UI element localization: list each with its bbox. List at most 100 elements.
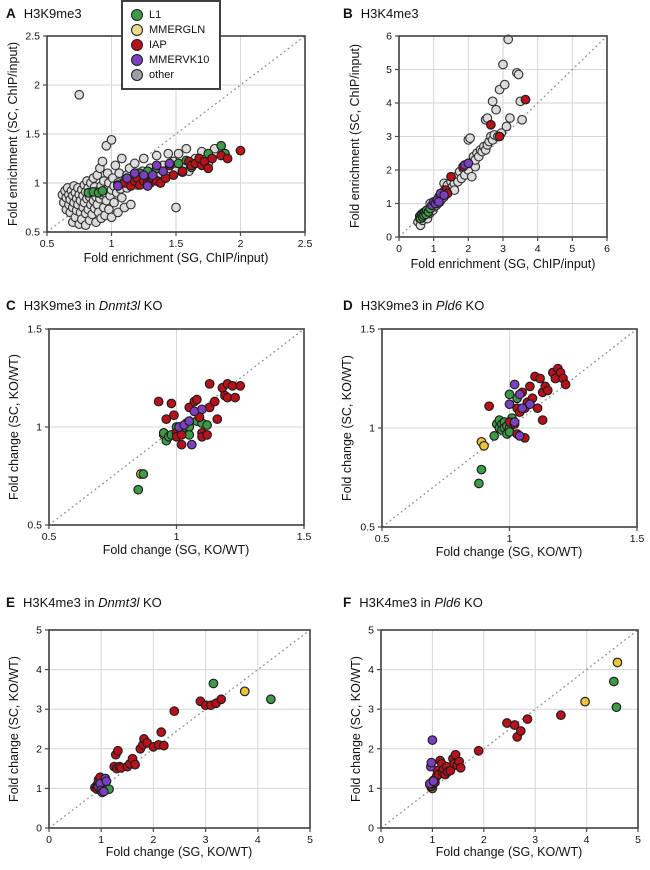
- svg-text:1: 1: [36, 422, 42, 434]
- svg-text:4: 4: [368, 664, 374, 676]
- svg-text:3: 3: [500, 243, 506, 255]
- svg-text:1.5: 1.5: [169, 238, 184, 250]
- svg-text:0: 0: [396, 243, 402, 255]
- legend-item-iap: IAP: [131, 37, 209, 52]
- panel-f-title-gene: Pld6: [434, 595, 461, 610]
- panel-b-heading: H3K4me3: [361, 6, 419, 21]
- svg-text:4: 4: [386, 98, 392, 110]
- panel-c-title-suffix: KO: [140, 298, 163, 313]
- panel-f-plot: 0 1 2 3 4 5 0 1 2 3 4 5: [368, 625, 641, 847]
- svg-text:1.5: 1.5: [25, 129, 40, 141]
- legend-item-other: other: [131, 67, 209, 82]
- panel-a-title: A H3K9me3: [6, 6, 82, 21]
- legend-label: MMERGLN: [149, 23, 206, 36]
- svg-text:0.5: 0.5: [27, 520, 42, 532]
- panel-b-letter: B: [343, 6, 353, 21]
- panel-f-title-prefix: H3K4me3 in: [359, 595, 435, 610]
- panel-d-title-gene: Pld6: [435, 298, 462, 313]
- panel-f-heading: H3K4me3 in Pld6 KO: [359, 595, 483, 610]
- svg-text:1.5: 1.5: [360, 324, 375, 336]
- panel-d-title: D H3K9me3 in Pld6 KO: [343, 298, 484, 313]
- svg-text:0: 0: [378, 834, 384, 846]
- legend-label: L1: [149, 8, 162, 21]
- svg-text:0: 0: [368, 823, 374, 835]
- svg-text:0.5: 0.5: [360, 522, 375, 534]
- legend-item-l1: L1: [131, 7, 209, 22]
- svg-text:3: 3: [36, 704, 42, 716]
- panel-b-plot: 0 1 2 3 4 5 6 0 1 2 3 4 5 6: [386, 31, 610, 256]
- panel-e-title-gene: Dnmt3l: [98, 595, 140, 610]
- panel-a-title-prefix: H3K9me3: [23, 6, 82, 21]
- svg-text:1: 1: [369, 423, 375, 435]
- panel-c-xlabel: Fold change (SG, KO/WT): [102, 543, 250, 557]
- svg-text:1: 1: [507, 533, 513, 545]
- svg-text:6: 6: [386, 31, 392, 43]
- panel-e-title-prefix: H3K4me3 in: [23, 595, 99, 610]
- panel-d-xlabel: Fold change (SG, KO/WT): [435, 545, 583, 559]
- legend-label: MMERVK10: [149, 53, 210, 66]
- panel-d-title-prefix: H3K9me3 in: [360, 298, 436, 313]
- other-swatch-icon: [131, 68, 143, 81]
- panel-e-plot: 0 1 2 3 4 5 0 1 2 3 4 5: [36, 625, 313, 847]
- panel-f-letter: F: [343, 595, 352, 610]
- panel-d-heading: H3K9me3 in Pld6 KO: [361, 298, 485, 313]
- panel-b-title-prefix: H3K4me3: [360, 6, 419, 21]
- legend-item-mmergln: MMERGLN: [131, 22, 209, 37]
- panel-e-title-suffix: KO: [139, 595, 162, 610]
- svg-text:4: 4: [535, 243, 541, 255]
- svg-text:1.5: 1.5: [297, 531, 312, 543]
- svg-text:4: 4: [584, 834, 590, 846]
- svg-text:5: 5: [368, 625, 374, 637]
- panel-f-title-suffix: KO: [460, 595, 483, 610]
- svg-text:2: 2: [238, 238, 244, 250]
- svg-text:3: 3: [532, 834, 538, 846]
- panel-b-ylabel: Fold enrichment (SC, ChIP/input): [348, 43, 362, 229]
- svg-text:1: 1: [174, 531, 180, 543]
- panel-f-xlabel: Fold change (SG, KO/WT): [435, 845, 583, 859]
- svg-text:0.5: 0.5: [25, 227, 40, 239]
- svg-text:2: 2: [150, 834, 156, 846]
- panel-d-plot: 0.5 1 1.5 0.5 1 1.5: [360, 324, 644, 546]
- svg-text:2: 2: [34, 80, 40, 92]
- svg-text:1: 1: [109, 238, 115, 250]
- iap-swatch-icon: [131, 38, 143, 51]
- svg-text:2: 2: [386, 165, 392, 177]
- panel-b-xlabel: Fold enrichment (SG, ChIP/input): [410, 257, 596, 271]
- legend: L1 MMERGLN IAP MMERVK10 other: [121, 0, 222, 90]
- svg-text:1: 1: [98, 834, 104, 846]
- svg-text:2: 2: [465, 243, 471, 255]
- svg-text:2: 2: [368, 743, 374, 755]
- panel-f-title: F H3K4me3 in Pld6 KO: [343, 595, 483, 610]
- svg-text:2.5: 2.5: [25, 31, 40, 43]
- panel-b-title: B H3K4me3: [343, 6, 419, 21]
- panel-e-letter: E: [6, 595, 16, 610]
- panel-e-title: E H3K4me3 in Dnmt3l KO: [6, 595, 162, 610]
- svg-text:3: 3: [386, 131, 392, 143]
- panel-a-heading: H3K9me3: [24, 6, 82, 21]
- panel-c-title-prefix: H3K9me3 in: [23, 298, 99, 313]
- svg-text:3: 3: [368, 704, 374, 716]
- svg-text:2.5: 2.5: [298, 238, 313, 250]
- svg-text:1: 1: [34, 178, 40, 190]
- legend-label: other: [149, 68, 175, 81]
- panel-c-letter: C: [6, 298, 16, 313]
- panel-c-title: C H3K9me3 in Dnmt3l KO: [6, 298, 163, 313]
- svg-text:1: 1: [368, 783, 374, 795]
- svg-text:0.5: 0.5: [42, 531, 57, 543]
- svg-text:0: 0: [36, 823, 42, 835]
- svg-text:5: 5: [569, 243, 575, 255]
- svg-text:1: 1: [386, 198, 392, 210]
- svg-text:0.5: 0.5: [375, 533, 390, 545]
- panel-d-letter: D: [343, 298, 353, 313]
- svg-text:1: 1: [429, 834, 435, 846]
- svg-text:0.5: 0.5: [40, 238, 55, 250]
- panel-a-letter: A: [6, 6, 16, 21]
- panel-c-plot: 0.5 1 1.5 0.5 1 1.5: [27, 324, 312, 544]
- svg-text:0: 0: [46, 834, 52, 846]
- svg-text:1: 1: [36, 783, 42, 795]
- svg-text:6: 6: [604, 243, 610, 255]
- svg-text:3: 3: [203, 834, 209, 846]
- panel-a-xlabel: Fold enrichment (SG, ChIP/input): [83, 251, 269, 265]
- svg-text:1.5: 1.5: [27, 324, 42, 336]
- panel-c-heading: H3K9me3 in Dnmt3l KO: [24, 298, 163, 313]
